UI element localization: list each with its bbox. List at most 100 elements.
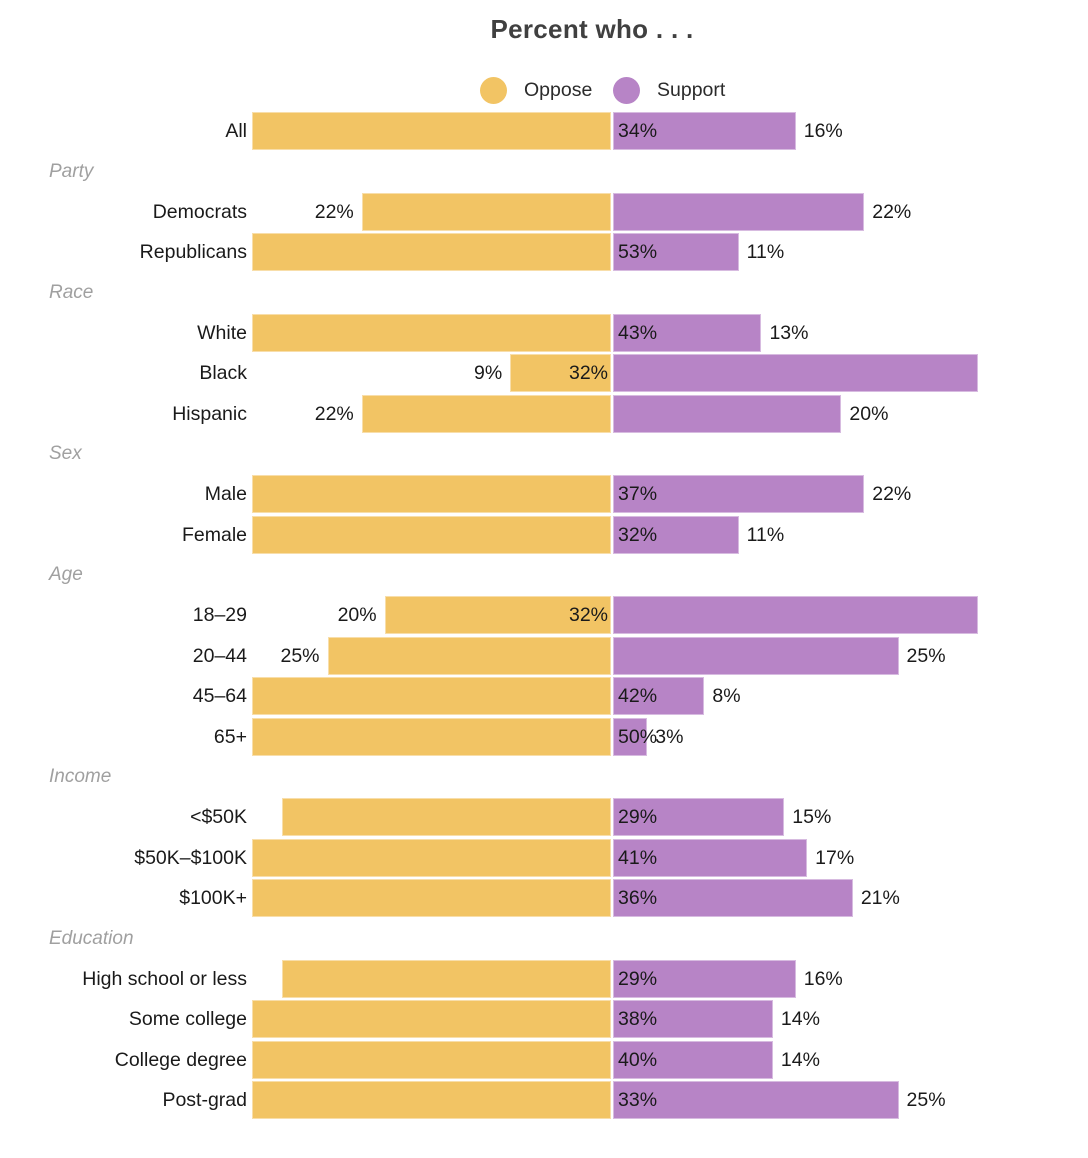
row-label: Hispanic xyxy=(172,402,247,425)
support-bar xyxy=(613,677,705,715)
support-bar xyxy=(613,798,785,836)
support-bar xyxy=(613,636,899,675)
support-bar xyxy=(613,959,796,998)
oppose-bar xyxy=(281,798,611,836)
support-bar xyxy=(613,475,865,513)
support-value-label: 16% xyxy=(803,120,843,142)
support-legend-label: Support xyxy=(657,78,726,101)
support-value-label: 32% xyxy=(568,362,608,384)
row-label: White xyxy=(197,321,247,344)
oppose-value-label: 20% xyxy=(337,604,377,626)
support-value-label: 14% xyxy=(780,1048,820,1071)
support-value-label: 15% xyxy=(792,806,832,828)
row-label: Post-grad xyxy=(162,1089,247,1111)
support-bar xyxy=(613,313,762,352)
row-label: Republicans xyxy=(139,241,247,263)
row-label: High school or less xyxy=(82,967,247,990)
oppose-value-label: 22% xyxy=(314,402,354,425)
oppose-value-label: 43% xyxy=(618,321,658,344)
chart-title: Percent who . . . xyxy=(490,14,694,44)
legend-item-oppose: Oppose xyxy=(480,76,592,104)
support-value-label: 17% xyxy=(815,846,855,869)
oppose-value-label: 38% xyxy=(618,1008,658,1030)
oppose-bar xyxy=(252,677,611,715)
support-value-label: 22% xyxy=(872,200,912,223)
oppose-value-label: 29% xyxy=(618,806,658,828)
oppose-value-label: 37% xyxy=(618,483,658,505)
support-bar xyxy=(613,112,796,150)
support-value-label: 22% xyxy=(872,483,912,505)
section-header: Sex xyxy=(49,443,82,464)
oppose-bar xyxy=(281,959,611,998)
oppose-value-label: 50% xyxy=(618,725,658,748)
oppose-value-label: 41% xyxy=(618,846,658,869)
oppose-bar xyxy=(252,1040,611,1079)
support-value-label: 20% xyxy=(849,402,889,425)
oppose-bar xyxy=(361,394,611,433)
oppose-value-label: 22% xyxy=(314,200,354,223)
support-value-label: 21% xyxy=(860,887,900,909)
support-bar xyxy=(613,515,739,554)
oppose-value-label: 29% xyxy=(618,967,658,990)
support-value-label: 13% xyxy=(769,321,809,344)
support-value-label: 3% xyxy=(655,725,684,748)
support-value-label: 32% xyxy=(568,604,608,626)
row-label: $50K–$100K xyxy=(134,846,247,869)
row-label: $100K+ xyxy=(179,887,247,909)
oppose-bar xyxy=(252,233,611,271)
oppose-bar xyxy=(252,838,611,877)
oppose-bar xyxy=(327,636,611,675)
support-bar xyxy=(613,1040,773,1079)
oppose-bar xyxy=(252,112,611,150)
support-bar xyxy=(613,838,808,877)
support-value-label: 25% xyxy=(906,644,946,667)
oppose-bar xyxy=(384,596,611,634)
oppose-value-label: 40% xyxy=(618,1048,658,1071)
row-label: Democrats xyxy=(152,200,247,223)
oppose-bar xyxy=(510,354,611,392)
oppose-bar xyxy=(252,879,611,917)
oppose-bar xyxy=(252,515,611,554)
row-label: 18–29 xyxy=(192,604,247,626)
oppose-value-label: 42% xyxy=(618,685,658,707)
oppose-bar xyxy=(252,475,611,513)
legend-item-support: Support xyxy=(613,76,725,104)
support-value-label: 11% xyxy=(746,241,785,263)
oppose-bar xyxy=(252,717,611,756)
row-label: Black xyxy=(199,362,247,384)
oppose-bar xyxy=(252,1000,611,1038)
section-header: Age xyxy=(49,564,83,585)
row-label: 45–64 xyxy=(192,685,247,707)
row-label: 20–44 xyxy=(192,644,247,667)
row-label: All xyxy=(225,120,247,142)
oppose-value-label: 53% xyxy=(618,241,658,263)
section-header: Party xyxy=(49,160,94,182)
row-label: Female xyxy=(181,523,247,546)
oppose-bar xyxy=(252,1081,611,1119)
support-value-label: 16% xyxy=(803,967,843,990)
section-header: Income xyxy=(49,766,112,787)
oppose-legend-label: Oppose xyxy=(524,78,593,101)
support-value-label: 14% xyxy=(780,1008,820,1030)
oppose-value-label: 33% xyxy=(618,1089,658,1111)
support-value-label: 11% xyxy=(746,523,785,546)
row-label: Male xyxy=(204,483,247,505)
oppose-value-label: 9% xyxy=(474,362,503,384)
support-bar xyxy=(613,879,853,917)
support-bar xyxy=(613,717,648,756)
row-label: Some college xyxy=(128,1008,247,1030)
row-label: College degree xyxy=(114,1048,247,1071)
support-value-label: 25% xyxy=(906,1089,946,1111)
row-label: <$50K xyxy=(190,806,247,828)
oppose-bar xyxy=(252,313,611,352)
support-bar xyxy=(613,354,979,392)
support-legend-swatch-icon xyxy=(613,76,640,104)
oppose-value-label: 25% xyxy=(280,644,320,667)
oppose-value-label: 36% xyxy=(618,887,658,909)
support-bar xyxy=(613,394,842,433)
oppose-value-label: 32% xyxy=(618,523,658,546)
support-value-label: 8% xyxy=(712,685,741,707)
support-bar xyxy=(613,1000,773,1038)
